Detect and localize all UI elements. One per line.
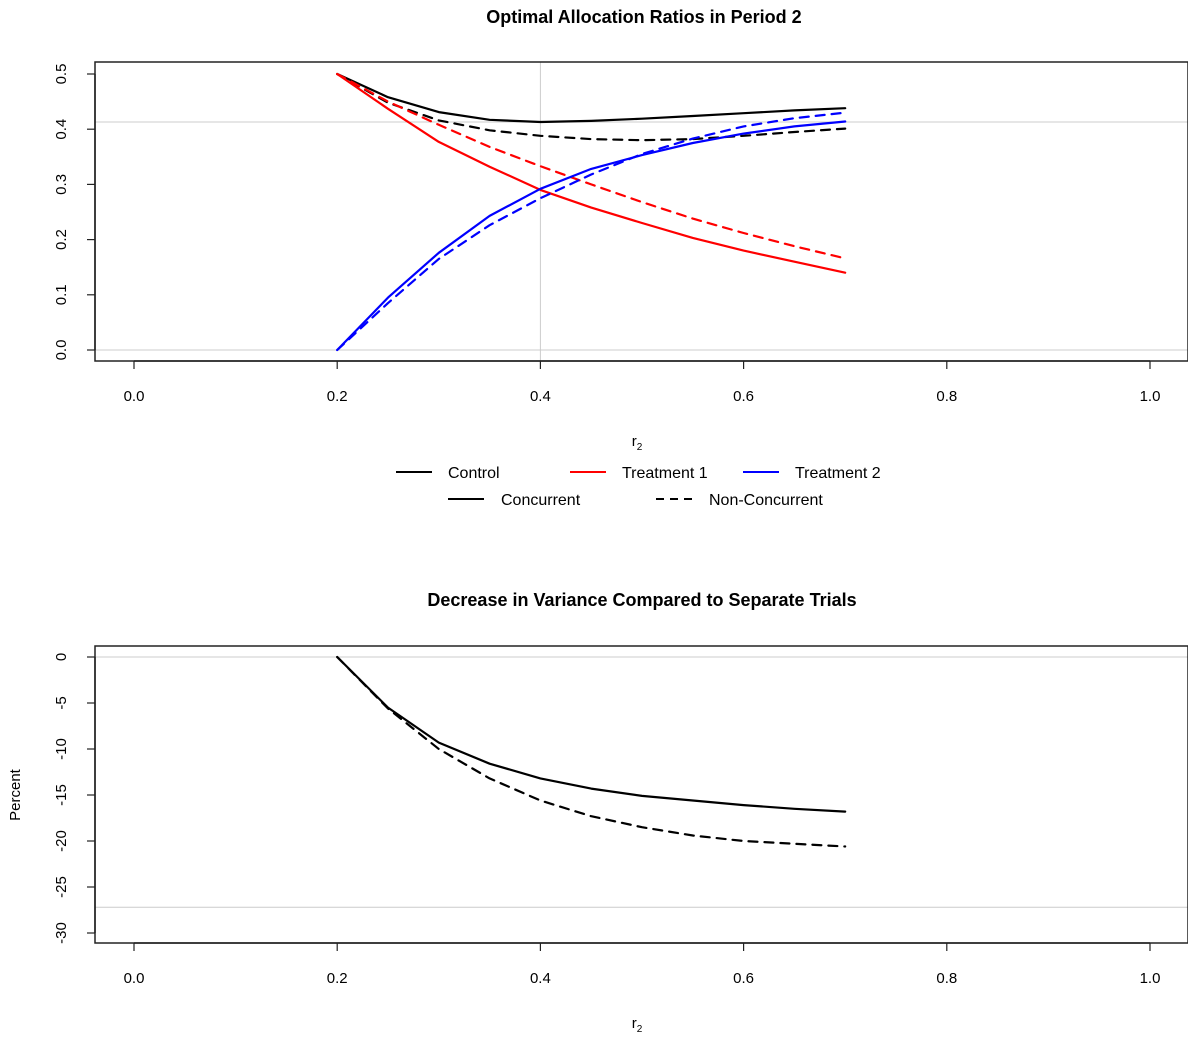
y-tick-label: 0.2	[53, 229, 70, 250]
x-tick-label: 0.4	[530, 388, 551, 405]
series-lines	[336, 655, 847, 848]
series-line-control-non-concurrent	[336, 72, 847, 142]
y-tick-label: 0.0	[53, 340, 70, 361]
chart-title: Decrease in Variance Compared to Separat…	[427, 590, 856, 610]
legend-label-treatment-2: Treatment 2	[795, 465, 881, 482]
x-axis: 0.0 0.2 0.4 0.6 0.8 1.0	[124, 360, 1161, 405]
x-tick-label: 0.4	[530, 970, 551, 987]
y-tick-label: 0.5	[53, 64, 70, 85]
x-axis-label: r2	[632, 1015, 643, 1035]
y-tick-label: 0	[53, 653, 70, 661]
y-tick-label: 0.3	[53, 174, 70, 195]
x-tick-label: 0.6	[733, 388, 754, 405]
y-tick-label: -5	[53, 696, 70, 709]
series-line-treatment-1-non-concurrent	[336, 72, 847, 260]
series-line-control-concurrent	[336, 72, 847, 124]
series-line-treatment-2-non-concurrent	[336, 111, 847, 352]
panel-allocation: Optimal Allocation Ratios in Period 2 0.…	[53, 7, 1188, 509]
x-axis: 0.0 0.2 0.4 0.6 0.8 1.0	[124, 942, 1161, 987]
y-tick-label: -30	[53, 922, 70, 944]
x-tick-label: 0.8	[936, 970, 957, 987]
x-tick-label: 0.8	[936, 388, 957, 405]
legend-label-control: Control	[448, 465, 500, 482]
reference-lines	[95, 62, 1188, 361]
y-tick-label: 0.4	[53, 119, 70, 140]
x-tick-label: 0.6	[733, 970, 754, 987]
y-axis-label: Percent	[7, 768, 24, 821]
series-line-treatment-2-concurrent	[336, 120, 847, 352]
x-tick-label: 0.0	[124, 970, 145, 987]
legend-label-treatment-1: Treatment 1	[622, 465, 708, 482]
reference-lines	[95, 656, 1188, 908]
series-line-concurrent	[336, 655, 847, 813]
y-tick-label: -20	[53, 830, 70, 852]
series-lines	[336, 72, 847, 352]
panel-variance: Decrease in Variance Compared to Separat…	[7, 590, 1188, 1035]
legend-label-non-concurrent: Non-Concurrent	[709, 492, 823, 509]
x-tick-label: 0.2	[327, 388, 348, 405]
y-axis: 0.0 0.1 0.2 0.3 0.4 0.5	[53, 64, 96, 361]
x-tick-label: 1.0	[1140, 970, 1161, 987]
y-axis: -30 -25 -20 -15 -10 -5 0	[53, 653, 96, 944]
x-tick-label: 0.2	[327, 970, 348, 987]
series-line-treatment-1-concurrent	[336, 72, 847, 274]
x-tick-label: 0.0	[124, 388, 145, 405]
y-tick-label: -15	[53, 784, 70, 806]
series-line-non-concurrent	[336, 655, 847, 848]
plot-frame	[94, 645, 1188, 944]
legend-label-concurrent: Concurrent	[501, 492, 581, 509]
chart-title: Optimal Allocation Ratios in Period 2	[486, 7, 801, 27]
y-tick-label: -10	[53, 738, 70, 760]
x-axis-label: r2	[632, 433, 643, 453]
x-tick-label: 1.0	[1140, 388, 1161, 405]
y-tick-label: -25	[53, 876, 70, 898]
y-tick-label: 0.1	[53, 284, 70, 305]
plot-frame	[94, 61, 1188, 362]
legend: Control Treatment 1 Treatment 2 Concurre…	[396, 465, 881, 509]
